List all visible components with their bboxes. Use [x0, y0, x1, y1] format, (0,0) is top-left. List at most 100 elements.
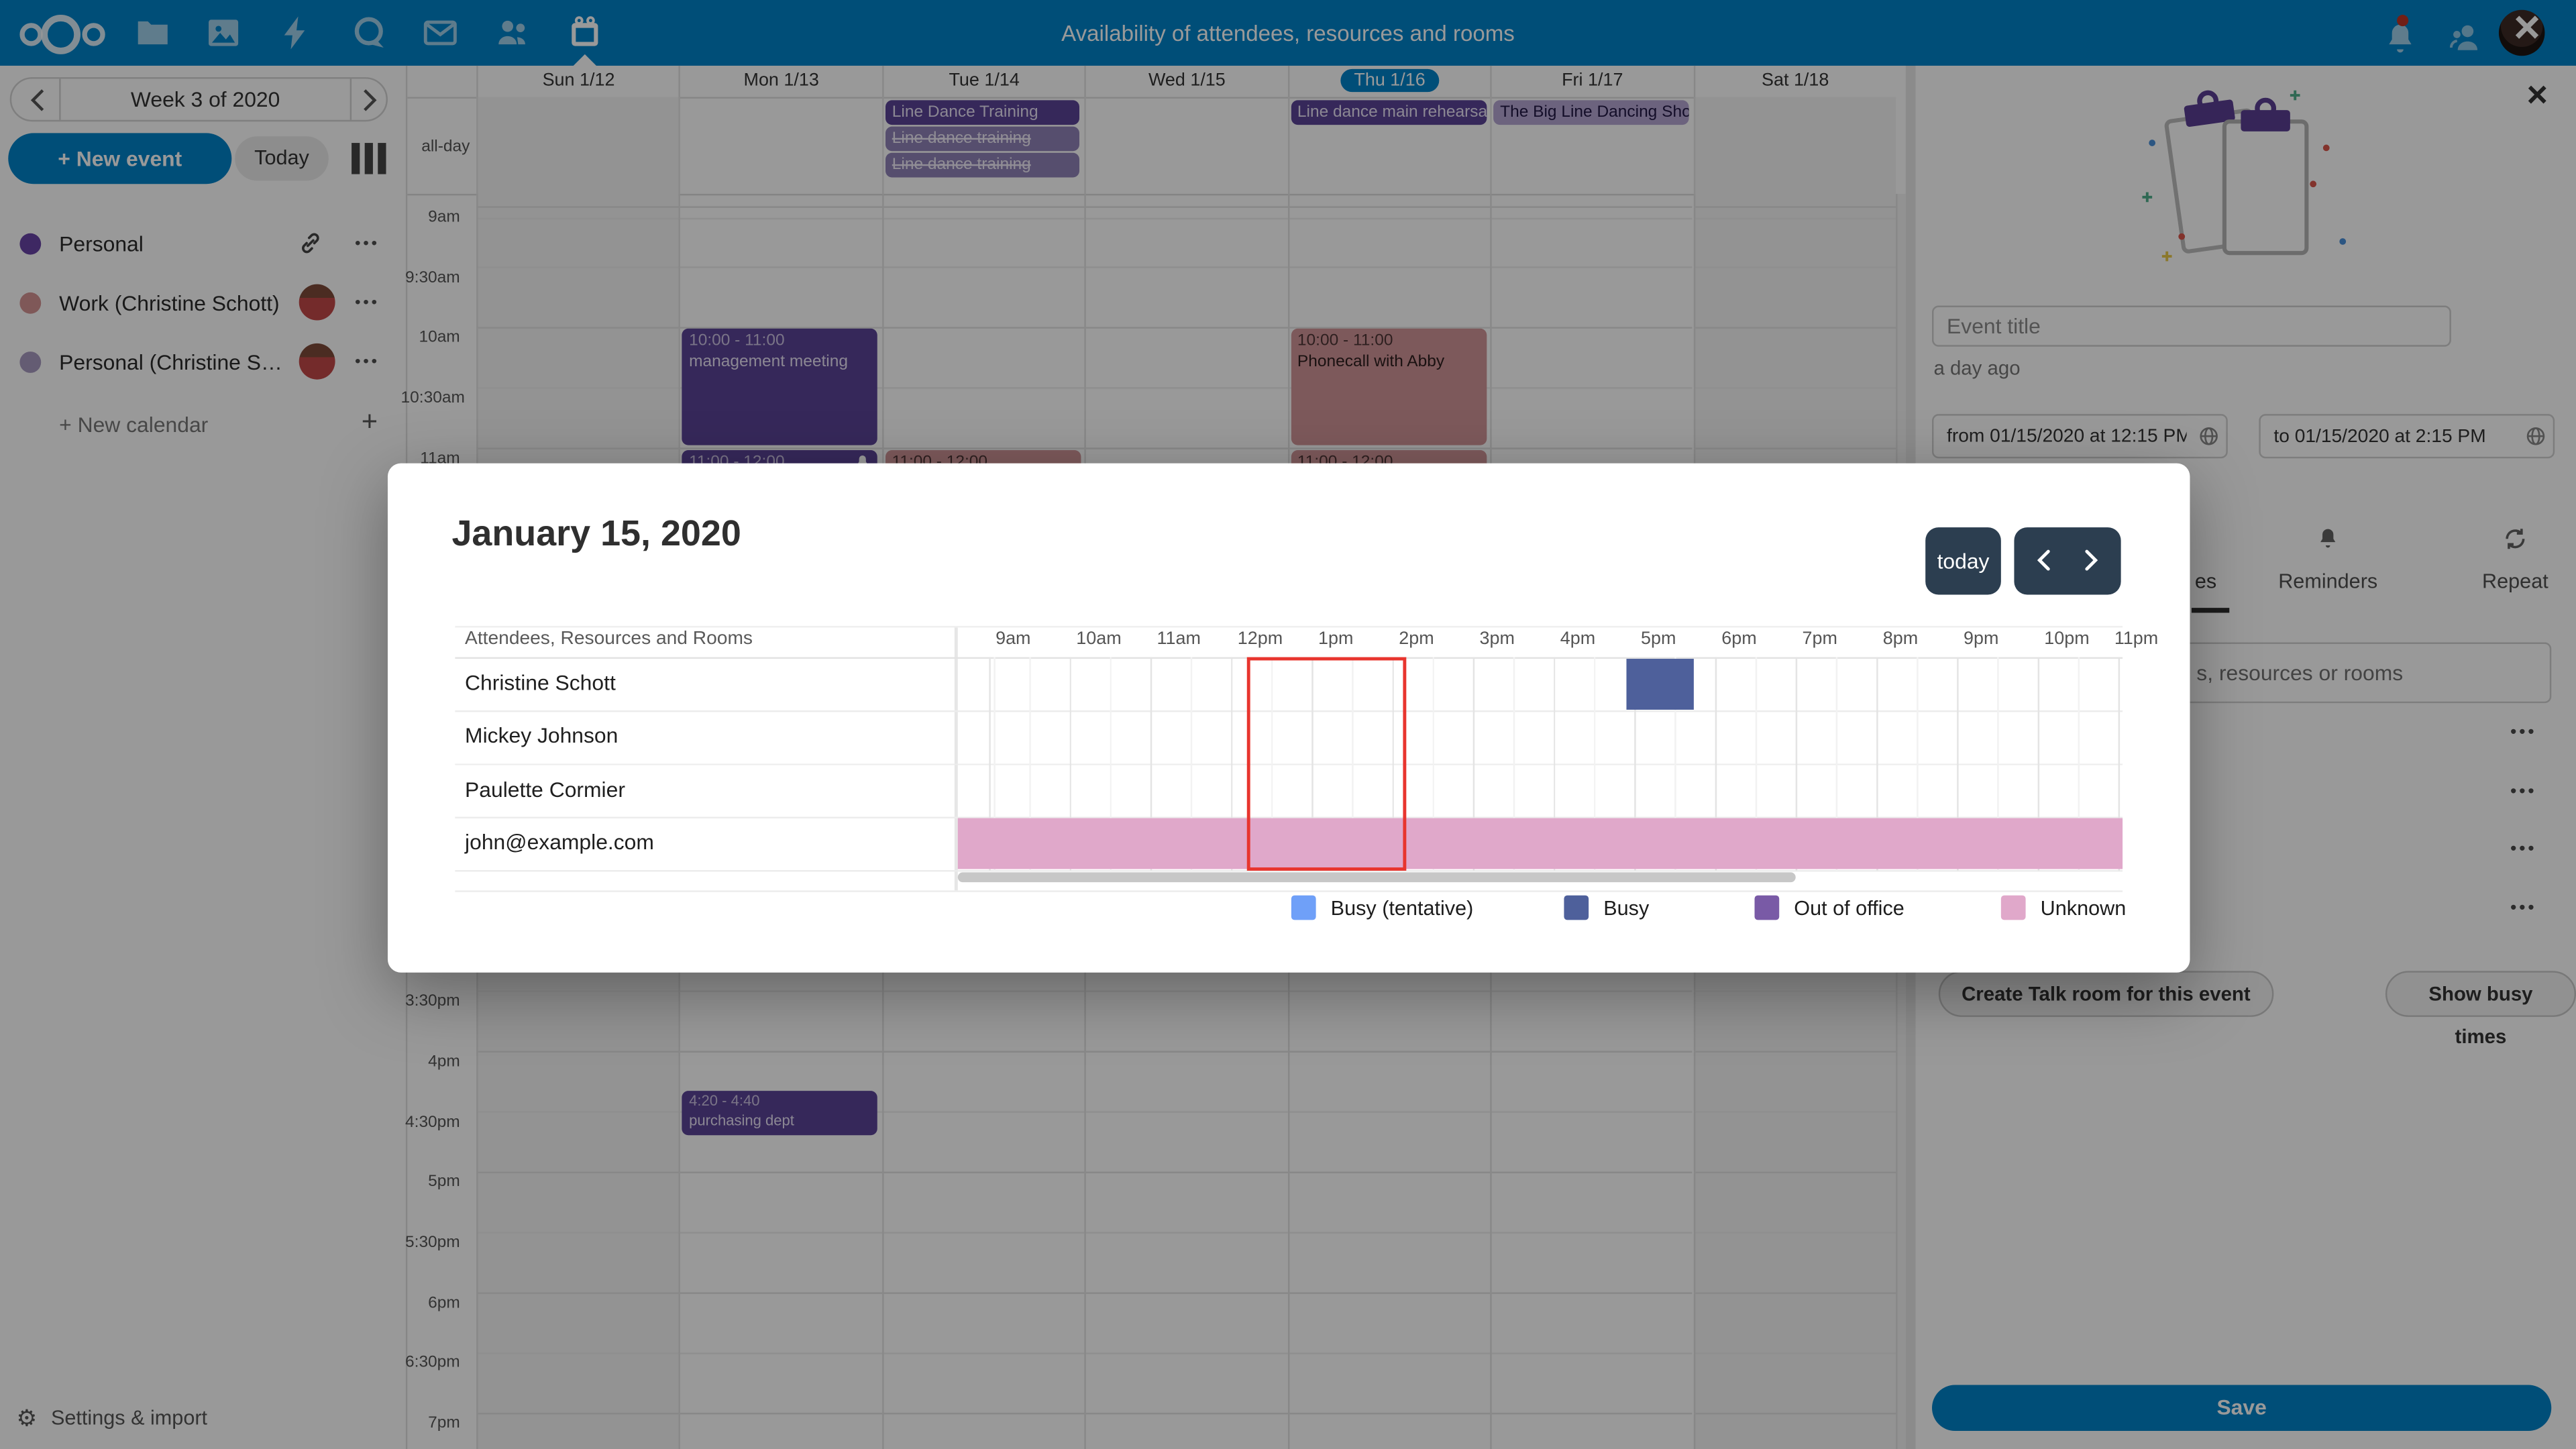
repeat-icon	[2502, 526, 2528, 552]
next-day-icon[interactable]	[2077, 547, 2103, 574]
time-label: 9:30am	[405, 268, 460, 287]
tab-attendees-fragment[interactable]: es	[2194, 570, 2217, 594]
timezone-globe-icon[interactable]	[2198, 425, 2220, 447]
previous-day-icon[interactable]	[2032, 547, 2058, 574]
calendar-item-work-christine[interactable]: Work (Christine Schott) •••	[0, 279, 407, 328]
contacts-icon[interactable]	[493, 13, 533, 53]
calendar-color-dot	[19, 233, 42, 255]
new-event-button[interactable]: + New event	[8, 133, 232, 184]
legend-swatch-unknown	[2000, 895, 2026, 920]
page-title: Availability of attendees, resources and…	[1061, 21, 1515, 46]
axis-time: 10pm	[2044, 629, 2090, 649]
previous-week-button[interactable]	[25, 85, 54, 115]
clipboard-illustration	[2142, 90, 2347, 262]
activity-icon[interactable]	[276, 13, 315, 53]
view-grid-icon[interactable]	[352, 143, 388, 174]
today-button[interactable]: Today	[235, 136, 329, 181]
day-header-sun[interactable]: Sun 1/12	[476, 65, 679, 97]
event-start-input[interactable]	[1931, 414, 2228, 459]
axis-time: 1pm	[1318, 629, 1354, 649]
time-label: 5pm	[428, 1173, 460, 1191]
share-link-icon[interactable]	[297, 230, 323, 256]
time-label: 4pm	[428, 1053, 460, 1071]
attendees-column-header: Attendees, Resources and Rooms	[465, 629, 753, 649]
active-app-indicator	[573, 54, 596, 66]
day-header-mon[interactable]: Mon 1/13	[679, 65, 881, 97]
settings-import[interactable]: ⚙ Settings & import	[16, 1405, 378, 1438]
event-phonecall-with-abby[interactable]: 10:00 - 11:00 Phonecall with Abby	[1291, 328, 1487, 445]
top-bar: Availability of attendees, resources and…	[0, 0, 2576, 66]
event-management-meeting[interactable]: 10:00 - 11:00 management meeting	[682, 328, 878, 445]
new-calendar-row[interactable]: + New calendar +	[0, 401, 407, 450]
notification-dot	[2397, 15, 2409, 27]
nextcloud-logo[interactable]	[19, 13, 105, 54]
calendar-item-personal-christine[interactable]: Personal (Christine Scho… •••	[0, 338, 407, 387]
day-header-wed[interactable]: Wed 1/15	[1085, 65, 1287, 97]
files-icon[interactable]	[133, 13, 172, 53]
attendee-row-name: Mickey Johnson	[465, 723, 619, 749]
axis-time: 8pm	[1882, 629, 1919, 649]
event-end-input[interactable]	[2259, 414, 2555, 459]
time-label: 7pm	[428, 1414, 460, 1433]
legend-label: Unknown	[2040, 897, 2127, 920]
next-week-button[interactable]	[354, 85, 383, 115]
tab-reminders[interactable]: Reminders	[2262, 523, 2394, 618]
calendar-app-icon[interactable]	[565, 13, 604, 53]
close-icon[interactable]: ×	[2526, 74, 2548, 115]
allday-event[interactable]: Line Dance Training	[885, 100, 1079, 125]
event-purchasing-dept[interactable]: 4:20 - 4:40 purchasing dept	[682, 1091, 878, 1136]
time-label: 4:30pm	[405, 1113, 460, 1132]
event-title-input[interactable]	[1931, 305, 2451, 347]
calendar-color-dot	[19, 352, 42, 373]
calendar-color-dot	[19, 292, 42, 314]
axis-time: 9pm	[1963, 629, 1999, 649]
notifications-bell-icon[interactable]	[2381, 19, 2412, 53]
photos-icon[interactable]	[204, 13, 244, 53]
all-day-label: all-day	[421, 138, 470, 156]
user-avatar[interactable]	[2498, 9, 2545, 56]
day-header-tue[interactable]: Tue 1/14	[881, 65, 1085, 97]
axis-time: 11pm	[2114, 629, 2159, 649]
save-button[interactable]: Save	[1931, 1385, 2552, 1432]
bell-icon	[2315, 526, 2341, 552]
axis-time: 10am	[1076, 629, 1122, 649]
timeline-scrollbar[interactable]	[957, 872, 2123, 883]
day-header-thu-active[interactable]: Thu 1/16	[1287, 65, 1490, 97]
mail-icon[interactable]	[421, 13, 460, 53]
contacts-menu-icon[interactable]	[2445, 18, 2478, 50]
calendar-more-icon[interactable]: •••	[354, 294, 380, 313]
axis-time: 9am	[996, 629, 1031, 649]
axis-time: 6pm	[1721, 629, 1757, 649]
gear-icon: ⚙	[16, 1404, 38, 1432]
tab-repeat[interactable]: Repeat	[2449, 523, 2576, 618]
attendee-more-icon[interactable]: •••	[2510, 781, 2537, 801]
calendar-more-icon[interactable]: •••	[354, 353, 380, 372]
modal-today-button[interactable]: today	[1925, 527, 2001, 595]
calendar-item-personal[interactable]: Personal •••	[0, 220, 407, 269]
talk-icon[interactable]	[350, 13, 390, 53]
day-header-sat[interactable]: Sat 1/18	[1693, 65, 1896, 97]
week-label[interactable]: Week 3 of 2020	[130, 87, 280, 112]
create-talk-room-button[interactable]: Create Talk room for this event	[1938, 971, 2273, 1017]
plus-icon[interactable]: +	[361, 405, 378, 437]
timezone-globe-icon[interactable]	[2525, 425, 2546, 447]
settings-label: Settings & import	[50, 1406, 208, 1430]
allday-event[interactable]: Line dance main rehearsal	[1291, 100, 1487, 125]
calendar-more-icon[interactable]: •••	[354, 235, 380, 254]
allday-event-declined[interactable]: Line dance training	[885, 152, 1079, 178]
show-busy-times-button[interactable]: Show busy times	[2385, 971, 2576, 1048]
scrollbar-thumb[interactable]	[957, 872, 1796, 883]
modal-date-title: January 15, 2020	[451, 513, 741, 554]
legend-swatch-busy	[1564, 895, 1589, 920]
availability-modal: January 15, 2020 today Attendees, Resour…	[387, 463, 2190, 973]
attendee-more-icon[interactable]: •••	[2510, 839, 2537, 859]
attendee-more-icon[interactable]: •••	[2510, 898, 2537, 918]
selection-rectangle[interactable]	[1246, 657, 1406, 871]
axis-time: 4pm	[1560, 629, 1596, 649]
day-header-fri[interactable]: Fri 1/17	[1490, 65, 1693, 97]
time-label: 6:30pm	[405, 1353, 460, 1372]
allday-event[interactable]: The Big Line Dancing Show	[1493, 100, 1689, 125]
allday-event-declined[interactable]: Line dance training	[885, 126, 1079, 152]
tab-attendees-underline	[2191, 608, 2230, 612]
attendee-more-icon[interactable]: •••	[2510, 722, 2537, 743]
